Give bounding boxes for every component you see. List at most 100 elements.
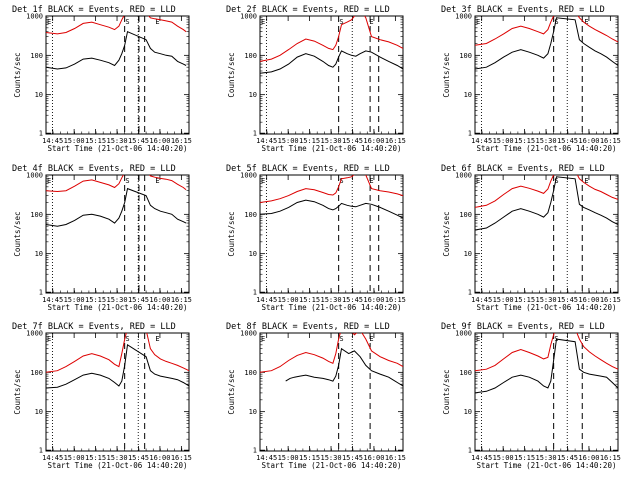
x-tick-label: 15:00 [493,137,514,145]
x-tick-label: 14:45 [256,454,277,462]
y-tick-label: 10 [464,408,472,416]
y-tick-label: 1 [39,130,43,138]
y-tick-label: 1000 [455,330,472,338]
lld-series-line [46,333,189,373]
interval-marker-e: E [476,18,480,26]
x-tick-label: 15:00 [64,296,85,304]
interval-marker-e: E [476,177,480,185]
y-tick-label: 100 [244,369,257,377]
chart-panel: Det 9f BLACK = Events, RED = LLD 1 10 100 10… [441,322,621,470]
lld-series-line [475,333,618,372]
events-series-line [475,338,618,394]
y-tick-label: 10 [35,408,43,416]
interval-marker-s: S [339,18,343,26]
x-tick-label: 16:15 [171,454,192,462]
x-tick-label: 15:45 [128,454,149,462]
panel-title: Det 8f BLACK = Events, RED = LLD [226,322,390,332]
y-axis-label: Counts/sec [13,211,22,256]
x-tick-label: 15:30 [320,137,341,145]
x-tick-label: 16:00 [578,137,599,145]
x-tick-label: 16:15 [171,296,192,304]
x-tick-label: 15:15 [299,454,320,462]
panel-title: Det 2f BLACK = Events, RED = LLD [226,5,390,15]
x-tick-label: 16:15 [600,137,621,145]
chart-panel: Det 4f BLACK = Events, RED = LLD 1 10 100 10… [12,164,192,312]
interval-marker-s: S [339,177,343,185]
x-tick-label: 15:30 [106,296,127,304]
panel-title: Det 4f BLACK = Events, RED = LLD [12,164,176,174]
y-tick-label: 1000 [26,330,43,338]
plot-frame [259,332,404,452]
lld-series-line [475,16,618,46]
x-tick-label: 15:30 [320,296,341,304]
interval-marker-s: S [554,177,558,185]
x-axis-label: Start Time (21-Oct-06 14:40:20) [477,144,617,153]
events-series-line [46,343,189,389]
x-tick-label: 16:15 [600,296,621,304]
interval-marker-s: S [125,177,129,185]
y-tick-label: 1 [39,447,43,455]
x-tick-label: 15:45 [342,296,363,304]
x-tick-label: 14:45 [42,137,63,145]
events-series-line [475,17,618,70]
interval-marker-e: E [261,335,265,343]
x-tick-label: 15:15 [514,454,535,462]
x-axis-label: Start Time (21-Oct-06 14:40:20) [48,461,188,470]
chart-panel: Det 8f BLACK = Events, RED = LLD 1 10 100 10… [226,322,406,470]
x-tick-label: 16:00 [363,137,384,145]
x-tick-label: 15:00 [278,454,299,462]
y-tick-label: 10 [35,250,43,258]
x-tick-label: 15:15 [299,137,320,145]
x-tick-label: 16:00 [578,296,599,304]
events-series-line [46,187,187,227]
y-tick-label: 1000 [240,13,257,21]
chart-panel: Det 1f BLACK = Events, RED = LLD 1 10 100 10… [12,5,192,153]
x-tick-label: 15:45 [557,137,578,145]
y-tick-label: 1000 [455,13,472,21]
y-tick-label: 1 [253,447,257,455]
panel-title: Det 9f BLACK = Events, RED = LLD [441,322,605,332]
events-series-line [475,176,618,231]
interval-marker-e: E [369,177,373,185]
y-tick-label: 10 [249,250,257,258]
x-tick-label: 15:00 [278,296,299,304]
y-tick-label: 100 [459,369,472,377]
interval-marker-e: E [584,177,588,185]
x-tick-label: 16:00 [578,454,599,462]
plot-frame [474,15,619,135]
x-tick-label: 14:45 [42,454,63,462]
x-tick-label: 15:15 [85,137,106,145]
lld-series-line [46,175,187,193]
chart-panel: Det 5f BLACK = Events, RED = LLD 1 10 100 10… [226,164,406,312]
x-tick-label: 15:15 [514,296,535,304]
interval-marker-e: E [369,335,373,343]
x-tick-label: 16:15 [385,296,406,304]
plot-frame [45,15,190,135]
chart-panel: Det 6f BLACK = Events, RED = LLD 1 10 100 10… [441,164,621,312]
x-tick-label: 16:15 [385,137,406,145]
interval-marker-s: S [339,335,343,343]
events-series-line [260,50,403,74]
events-series-line [260,199,403,219]
y-tick-label: 1000 [240,330,257,338]
y-axis-label: Counts/sec [13,369,22,414]
x-tick-label: 15:45 [342,137,363,145]
y-tick-label: 10 [464,250,472,258]
interval-marker-e: E [47,335,51,343]
x-tick-label: 15:15 [85,296,106,304]
x-tick-label: 15:15 [299,296,320,304]
chart-panel: Det 7f BLACK = Events, RED = LLD 1 10 100 10… [12,322,192,470]
y-tick-label: 10 [249,91,257,99]
plot-frame [45,174,190,294]
y-tick-label: 100 [244,211,257,219]
y-tick-label: 100 [30,369,43,377]
y-tick-label: 1000 [240,172,257,180]
y-tick-label: 1000 [455,172,472,180]
x-tick-label: 16:00 [363,454,384,462]
plot-frame [259,174,404,294]
interval-marker-e: E [584,18,588,26]
lld-series-line [475,175,618,208]
y-tick-label: 100 [459,52,472,60]
panel-title: Det 6f BLACK = Events, RED = LLD [441,164,605,174]
x-tick-label: 16:00 [149,296,170,304]
